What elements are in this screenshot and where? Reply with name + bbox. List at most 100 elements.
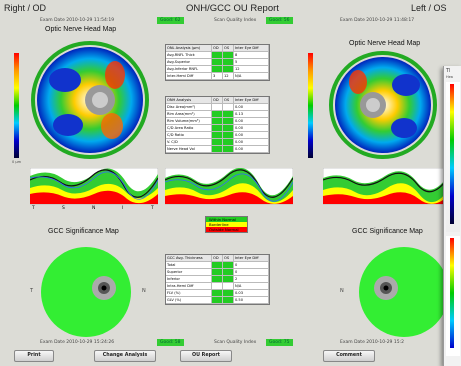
table-cell xyxy=(212,52,223,58)
od-scale-unit: 0 µm xyxy=(12,160,21,164)
table-cell xyxy=(223,132,234,138)
onh-header-diff: Inter Eye Diff xyxy=(234,97,269,103)
table-cell xyxy=(212,132,223,138)
table-cell xyxy=(223,104,234,110)
gcc-header-diff: Inter Eye Diff xyxy=(234,255,269,261)
od-gcc-nasal: N xyxy=(142,288,146,294)
onh-header-od: OD xyxy=(212,97,223,103)
table-cell: 12 xyxy=(223,73,234,79)
od-thickness-scale xyxy=(14,53,19,158)
table-cell xyxy=(223,59,234,65)
table-cell xyxy=(212,276,223,282)
gcc-header-od: OD xyxy=(212,255,223,261)
table-cell: 0.03 xyxy=(234,290,269,296)
table-cell: 2 xyxy=(234,276,269,282)
print-button[interactable]: Print xyxy=(14,350,54,362)
table-cell: C/D Ratio xyxy=(166,132,212,138)
os-exam-date: Exam Date 2010-10-29 11:48:17 xyxy=(340,18,415,23)
table-cell xyxy=(212,297,223,303)
os-exam-date-bottom: Exam Date 2010-10-29 15:2 xyxy=(340,340,404,345)
popup-title: Tl xyxy=(446,68,451,74)
table-cell: Avg.RNFL Thick xyxy=(166,52,212,58)
overlapping-report-window[interactable]: Tl Hea xyxy=(443,66,461,366)
table-cell: Total xyxy=(166,262,212,268)
os-tsnit-graph xyxy=(323,168,448,205)
table-cell xyxy=(223,111,234,117)
table-cell: N/A xyxy=(234,73,269,79)
table-cell: 0.00 xyxy=(234,146,269,152)
legend-normal: Within Normal xyxy=(206,217,247,222)
table-cell: Avg.Superior xyxy=(166,59,212,65)
table-cell: Disc Area(mm²) xyxy=(166,104,212,110)
change-analysis-button[interactable]: Change Analysis xyxy=(94,350,156,362)
table-cell: 0.00 xyxy=(234,125,269,131)
od-tsnit-graph: T S N I T xyxy=(30,168,158,210)
table-cell xyxy=(223,139,234,145)
classification-legend: Within Normal Borderline Outside Normal xyxy=(205,216,248,233)
os-onh-map-title: Optic Nerve Head Map xyxy=(349,40,421,47)
table-cell: 0.00 xyxy=(234,118,269,124)
popup-subtitle: Hea xyxy=(446,75,453,79)
table-cell: C/D Area Ratio xyxy=(166,125,212,131)
table-cell: 0 xyxy=(234,269,269,275)
tsnit-tick: T xyxy=(150,205,154,210)
table-cell: 0.00 xyxy=(234,132,269,138)
od-exam-date: Exam Date 2010-10-29 11:54:19 xyxy=(40,18,115,23)
rnfl-header-diff: Inter Eye Diff xyxy=(234,45,269,51)
rnfl-header-label: ONL Analysis (µm) xyxy=(166,45,212,51)
right-eye-label: Right / OD xyxy=(4,3,47,13)
ou-tsnit-graph xyxy=(165,168,293,205)
table-cell xyxy=(212,290,223,296)
rnfl-header-os: OS xyxy=(223,45,234,51)
table-cell: 8 xyxy=(234,52,269,58)
od-onh-thickness-map xyxy=(31,41,149,159)
tsnit-tick: N xyxy=(92,205,95,210)
popup-scale-lower xyxy=(450,238,454,348)
table-cell: Superior xyxy=(166,269,212,275)
table-cell xyxy=(212,111,223,117)
table-cell xyxy=(212,125,223,131)
table-cell: Inferior xyxy=(166,276,212,282)
onh-analysis-table: ONH Analysis OD OS Inter Eye Diff Disc Area… xyxy=(165,96,270,154)
table-cell xyxy=(212,59,223,65)
table-cell: 0 xyxy=(234,262,269,268)
table-cell xyxy=(223,297,234,303)
table-cell xyxy=(223,66,234,72)
od-gcc-temporal: T xyxy=(30,288,34,294)
table-cell: V. C/D xyxy=(166,139,212,145)
gcc-header-label: GCC Avg. Thickness xyxy=(166,255,212,261)
table-cell xyxy=(212,283,223,289)
table-cell: 3 xyxy=(212,73,223,79)
table-cell: Inter-Hemi Diff xyxy=(166,73,212,79)
table-cell xyxy=(212,262,223,268)
table-cell: FLV (%) xyxy=(166,290,212,296)
table-cell xyxy=(223,283,234,289)
table-cell xyxy=(212,269,223,275)
table-cell: 0.00 xyxy=(234,139,269,145)
table-cell: Nerve Head Vol xyxy=(166,146,212,152)
os-thickness-scale xyxy=(308,53,313,158)
od-exam-date-bottom: Exam Date 2010-10-29 15:24:26 xyxy=(40,340,115,345)
popup-chart-area xyxy=(446,82,460,232)
gcc-header-os: OS xyxy=(223,255,234,261)
os-scan-quality-bottom: Good: 75 xyxy=(266,339,293,346)
table-cell: Rim Area(mm²) xyxy=(166,111,212,117)
tsnit-tick: I xyxy=(122,205,123,210)
onh-header-os: OS xyxy=(223,97,234,103)
os-gcc-significance-map xyxy=(359,247,449,337)
popup-lower-panel xyxy=(446,236,460,356)
os-scan-quality: Good: 56 xyxy=(266,17,293,24)
od-onh-map-title: Optic Nerve Head Map xyxy=(45,26,117,33)
quality-index-label: Scan Quality Index xyxy=(214,18,257,23)
quality-index-label-bottom: Scan Quality Index xyxy=(214,340,257,345)
table-cell: N/A xyxy=(234,283,269,289)
table-cell xyxy=(212,146,223,152)
rnfl-header-od: OD xyxy=(212,45,223,51)
tsnit-tick: S xyxy=(62,205,65,210)
table-cell: 5 xyxy=(234,59,269,65)
comment-button[interactable]: Comment xyxy=(323,350,375,362)
rnfl-analysis-table: ONL Analysis (µm) OD OS Inter Eye Diff Avg.… xyxy=(165,44,270,81)
ou-report-button[interactable]: OU Report xyxy=(180,350,232,362)
table-cell xyxy=(212,139,223,145)
table-cell: 12 xyxy=(234,66,269,72)
